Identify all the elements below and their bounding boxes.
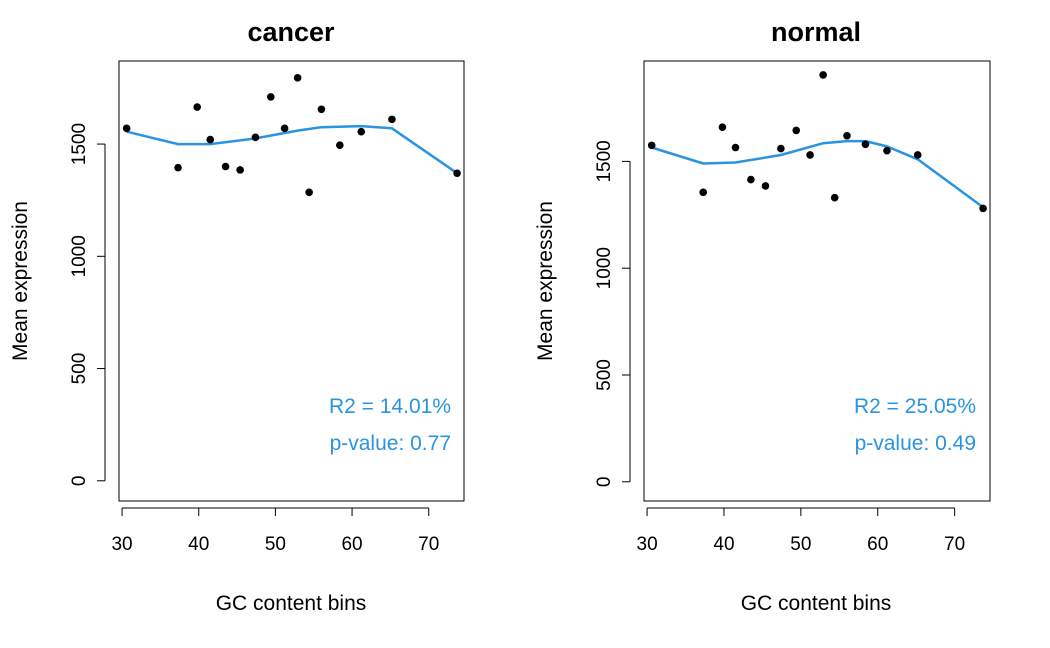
data-point — [647, 141, 656, 150]
x-tick-label: 30 — [111, 534, 132, 555]
data-point — [317, 105, 326, 114]
x-tick-label: 70 — [944, 534, 965, 555]
x-axis-label: GC content bins — [741, 592, 892, 615]
data-point — [761, 182, 770, 190]
y-tick-label: 1000 — [69, 235, 90, 277]
panel-title: cancer — [247, 17, 335, 47]
data-point — [830, 193, 839, 202]
x-axis-label: GC content bins — [216, 592, 367, 615]
y-tick-label: 500 — [594, 359, 615, 391]
r2-annotation: R2 = 14.01% — [329, 395, 451, 418]
data-point — [883, 146, 891, 155]
data-point — [305, 188, 313, 197]
x-tick-label: 70 — [418, 534, 439, 555]
data-point — [357, 127, 366, 136]
x-tick-label: 30 — [637, 534, 658, 555]
y-axis: 0 500 1000 1500 — [69, 123, 106, 487]
x-axis: 30 40 50 60 70 — [637, 507, 965, 555]
data-point — [913, 151, 922, 159]
data-point — [236, 166, 244, 174]
x-tick-label: 40 — [188, 534, 209, 555]
data-point — [388, 115, 396, 124]
data-point — [792, 126, 801, 135]
data-point — [843, 131, 851, 140]
y-tick-label: 500 — [69, 353, 90, 385]
p-value-annotation: p-value: 0.49 — [855, 432, 976, 455]
data-point — [221, 162, 230, 171]
data-point — [718, 123, 727, 132]
panel-cancer: cancer 30 40 50 60 70 0 500 1000 1500 GC conten… — [9, 17, 465, 615]
x-tick-label: 60 — [867, 534, 888, 555]
y-axis-label: Mean expression — [534, 201, 557, 361]
panel-normal: normal 30 40 50 60 70 0 500 1000 1500 GC conten… — [534, 17, 991, 615]
y-tick-label: 0 — [594, 476, 615, 487]
panel-title: normal — [771, 17, 861, 47]
data-point — [193, 103, 201, 111]
y-axis: 0 500 1000 1500 — [594, 140, 631, 487]
data-point — [251, 133, 260, 142]
y-tick-label: 0 — [69, 476, 90, 487]
data-points — [122, 74, 461, 197]
data-point — [819, 71, 827, 79]
x-tick-label: 40 — [713, 534, 734, 555]
data-point — [861, 140, 870, 149]
r2-annotation: R2 = 25.05% — [854, 395, 976, 418]
loess-fit-line — [651, 139, 984, 209]
x-axis: 30 40 50 60 70 — [111, 507, 439, 555]
y-tick-label: 1000 — [594, 247, 615, 289]
data-point — [280, 124, 289, 133]
loess-fit-line — [126, 124, 458, 175]
data-point — [453, 169, 461, 178]
data-point — [293, 74, 302, 82]
data-point — [777, 144, 785, 153]
plot-frame — [643, 60, 991, 502]
x-tick-label: 50 — [265, 534, 286, 555]
data-point — [979, 204, 987, 213]
data-point — [747, 175, 755, 184]
y-tick-label: 1500 — [69, 123, 90, 165]
data-point — [806, 151, 814, 159]
p-value-annotation: p-value: 0.77 — [330, 432, 451, 455]
data-point — [267, 93, 275, 101]
data-point — [731, 143, 740, 152]
data-point — [206, 135, 215, 144]
data-point — [174, 163, 182, 172]
y-tick-label: 1500 — [594, 140, 615, 182]
data-points — [647, 71, 987, 213]
data-point — [699, 188, 708, 197]
x-tick-label: 60 — [341, 534, 362, 555]
data-point — [336, 141, 344, 149]
plot-frame — [118, 60, 465, 502]
y-axis-label: Mean expression — [9, 201, 32, 361]
data-point — [122, 124, 131, 133]
x-tick-label: 50 — [790, 534, 811, 555]
